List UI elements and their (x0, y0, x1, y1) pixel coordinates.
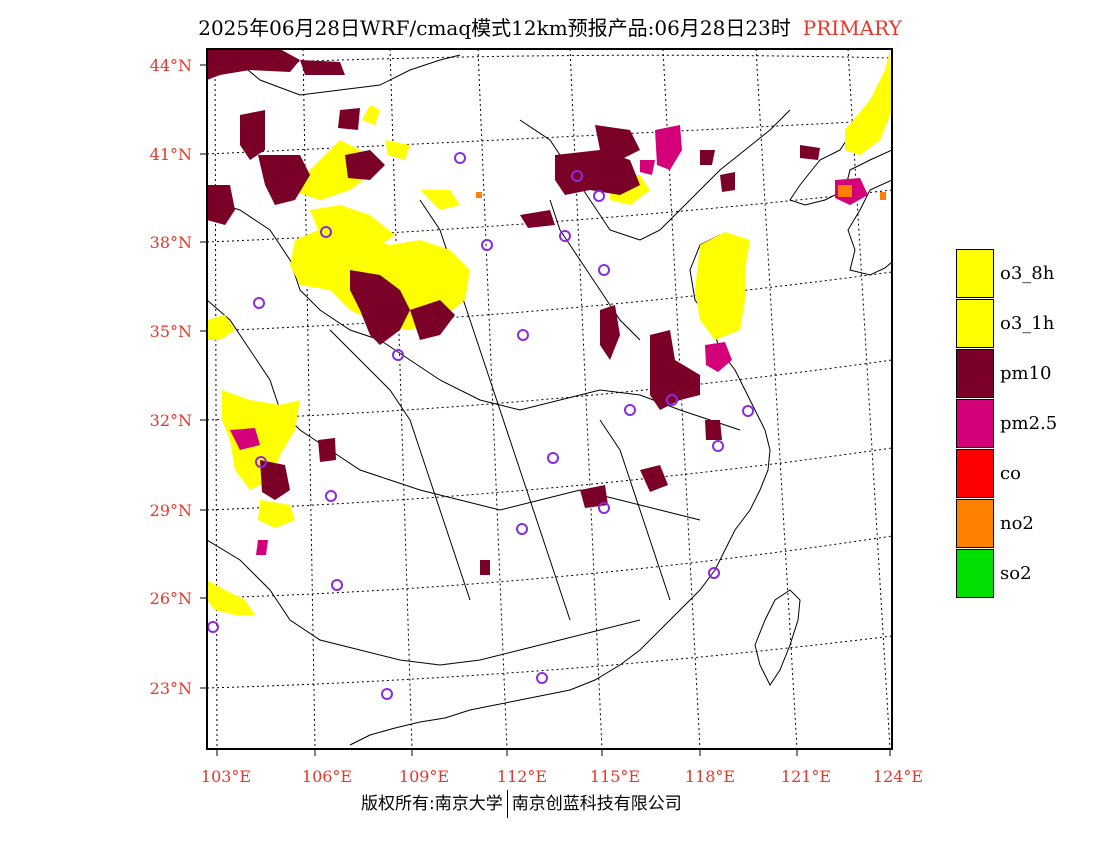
legend-label: pm10 (1000, 363, 1052, 384)
legend-label: o3_8h (1000, 263, 1055, 284)
tick-marks (200, 64, 891, 756)
copyright-footer: 版权所有:南京大学 南京创蓝科技有限公司 (361, 789, 682, 818)
copyright-left: 版权所有:南京大学 (361, 794, 503, 814)
legend-swatch (956, 499, 994, 548)
lat-label-41: 41°N (150, 145, 192, 164)
legend-item-o3-1h: o3_1h (956, 299, 1096, 349)
longitude-labels: 103°E 106°E 109°E 112°E 115°E 118°E 121°… (201, 767, 923, 786)
legend-swatch (956, 249, 994, 298)
legend-label: so2 (1000, 563, 1032, 584)
lon-label-121: 121°E (781, 767, 831, 786)
lat-label-23: 23°N (150, 679, 192, 698)
lat-label-35: 35°N (150, 322, 192, 341)
legend-label: pm2.5 (1000, 413, 1058, 434)
lat-label-29: 29°N (150, 501, 192, 520)
footer-divider (506, 790, 508, 818)
legend-swatch (956, 299, 994, 348)
legend-item-pm10: pm10 (956, 349, 1096, 399)
copyright-right: 南京创蓝科技有限公司 (511, 794, 682, 814)
legend-item-co: co (956, 449, 1096, 499)
station-markers (207, 152, 754, 700)
pm10-patches (207, 49, 820, 575)
lon-label-124: 124°E (873, 767, 923, 786)
legend-swatch (956, 549, 994, 598)
legend-item-pm25: pm2.5 (956, 399, 1096, 449)
lon-label-115: 115°E (590, 767, 640, 786)
legend-swatch (956, 399, 994, 448)
lon-label-109: 109°E (399, 767, 449, 786)
graticule (207, 49, 892, 749)
lon-label-106: 106°E (302, 767, 352, 786)
pollutant-legend: o3_8h o3_1h pm10 pm2.5 co no2 so2 (956, 249, 1096, 599)
legend-swatch (956, 449, 994, 498)
latitude-labels: 44°N 41°N 38°N 35°N 32°N 29°N 26°N 23°N (150, 56, 192, 698)
boundaries (207, 54, 892, 746)
lon-label-118: 118°E (685, 767, 735, 786)
legend-swatch (956, 349, 994, 398)
lat-label-44: 44°N (150, 56, 192, 75)
lon-label-103: 103°E (201, 767, 251, 786)
map-frame (206, 48, 893, 750)
lon-label-112: 112°E (497, 767, 547, 786)
title-tag: PRIMARY (802, 16, 902, 40)
no2-patches (476, 185, 886, 200)
title-main: 2025年06月28日WRF/cmaq模式12km预报产品:06月28日23时 (198, 16, 791, 40)
lat-label-26: 26°N (150, 589, 192, 608)
o3-patches (207, 50, 892, 615)
legend-item-no2: no2 (956, 499, 1096, 549)
legend-item-o3-8h: o3_8h (956, 249, 1096, 299)
legend-item-so2: so2 (956, 549, 1096, 599)
map-title: 2025年06月28日WRF/cmaq模式12km预报产品:06月28日23时 P… (0, 12, 1100, 41)
legend-label: o3_1h (1000, 313, 1055, 334)
legend-label: no2 (1000, 513, 1034, 534)
lat-label-38: 38°N (150, 233, 192, 252)
lat-label-32: 32°N (150, 411, 192, 430)
map-content (207, 49, 892, 749)
legend-label: co (1000, 463, 1021, 484)
